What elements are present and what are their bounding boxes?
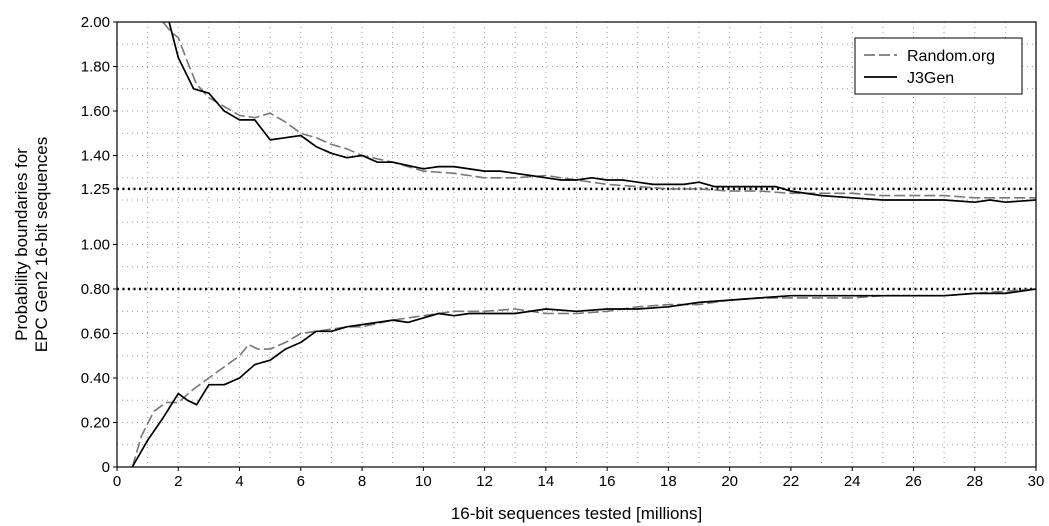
- series-line-j3gen-upper: [168, 21, 1037, 204]
- x-tick-label: 22: [783, 473, 800, 490]
- x-tick-label: 6: [297, 473, 305, 490]
- y-tick-label: 0.80: [81, 281, 110, 298]
- y-tick-label: 0: [102, 459, 110, 476]
- y-axis-title-line-2: EPC Gen2 16-bit sequences: [32, 137, 51, 352]
- y-tick-label: 1.80: [81, 59, 110, 76]
- x-tick-label: 4: [235, 473, 243, 490]
- x-tick-label: 24: [844, 473, 861, 490]
- y-tick-label: 0.20: [81, 415, 110, 432]
- legend-label-j3gen: J3Gen: [907, 70, 954, 87]
- y-tick-label: 0.40: [81, 370, 110, 387]
- series-line-j3gen-lower: [131, 288, 1037, 468]
- x-tick-label: 8: [358, 473, 366, 490]
- y-tick-label: 1.60: [81, 103, 110, 120]
- y-axis-title: Probability boundaries for EPC Gen2 16-b…: [12, 137, 51, 352]
- x-tick-label: 26: [905, 473, 922, 490]
- legend-label-random-org: Random.org: [907, 48, 995, 65]
- y-tick-label: 2.00: [81, 14, 110, 31]
- x-tick-label: 14: [538, 473, 555, 490]
- x-tick-label: 12: [476, 473, 493, 490]
- series-layer: [131, 21, 1037, 468]
- legend: Random.org J3Gen: [854, 37, 1023, 95]
- reference-lines: [117, 187, 1036, 291]
- y-tick-label: 0.60: [81, 326, 110, 343]
- x-tick-label: 2: [174, 473, 182, 490]
- x-axis-title: 16-bit sequences tested [millions]: [451, 504, 702, 523]
- x-tick-label: 0: [113, 473, 121, 490]
- legend-box: [854, 37, 1023, 95]
- x-tick-label: 10: [415, 473, 432, 490]
- y-tick-label: 1.40: [81, 148, 110, 165]
- x-tick-label: 18: [660, 473, 677, 490]
- series-line-random-org-upper: [162, 21, 1036, 199]
- x-tick-label: 28: [966, 473, 983, 490]
- x-tick-label: 30: [1028, 473, 1045, 490]
- x-tick-label: 20: [721, 473, 738, 490]
- y-tick-label: 1.00: [81, 237, 110, 254]
- x-tick-label: 16: [599, 473, 616, 490]
- y-axis-title-line-1: Probability boundaries for: [12, 148, 31, 341]
- ticks: 0 2 4 6 8 10 12 14 16 18 20 22 24 26 28 3000.200.400.60…: [81, 14, 1045, 490]
- y-tick-label: 1.25: [81, 181, 110, 198]
